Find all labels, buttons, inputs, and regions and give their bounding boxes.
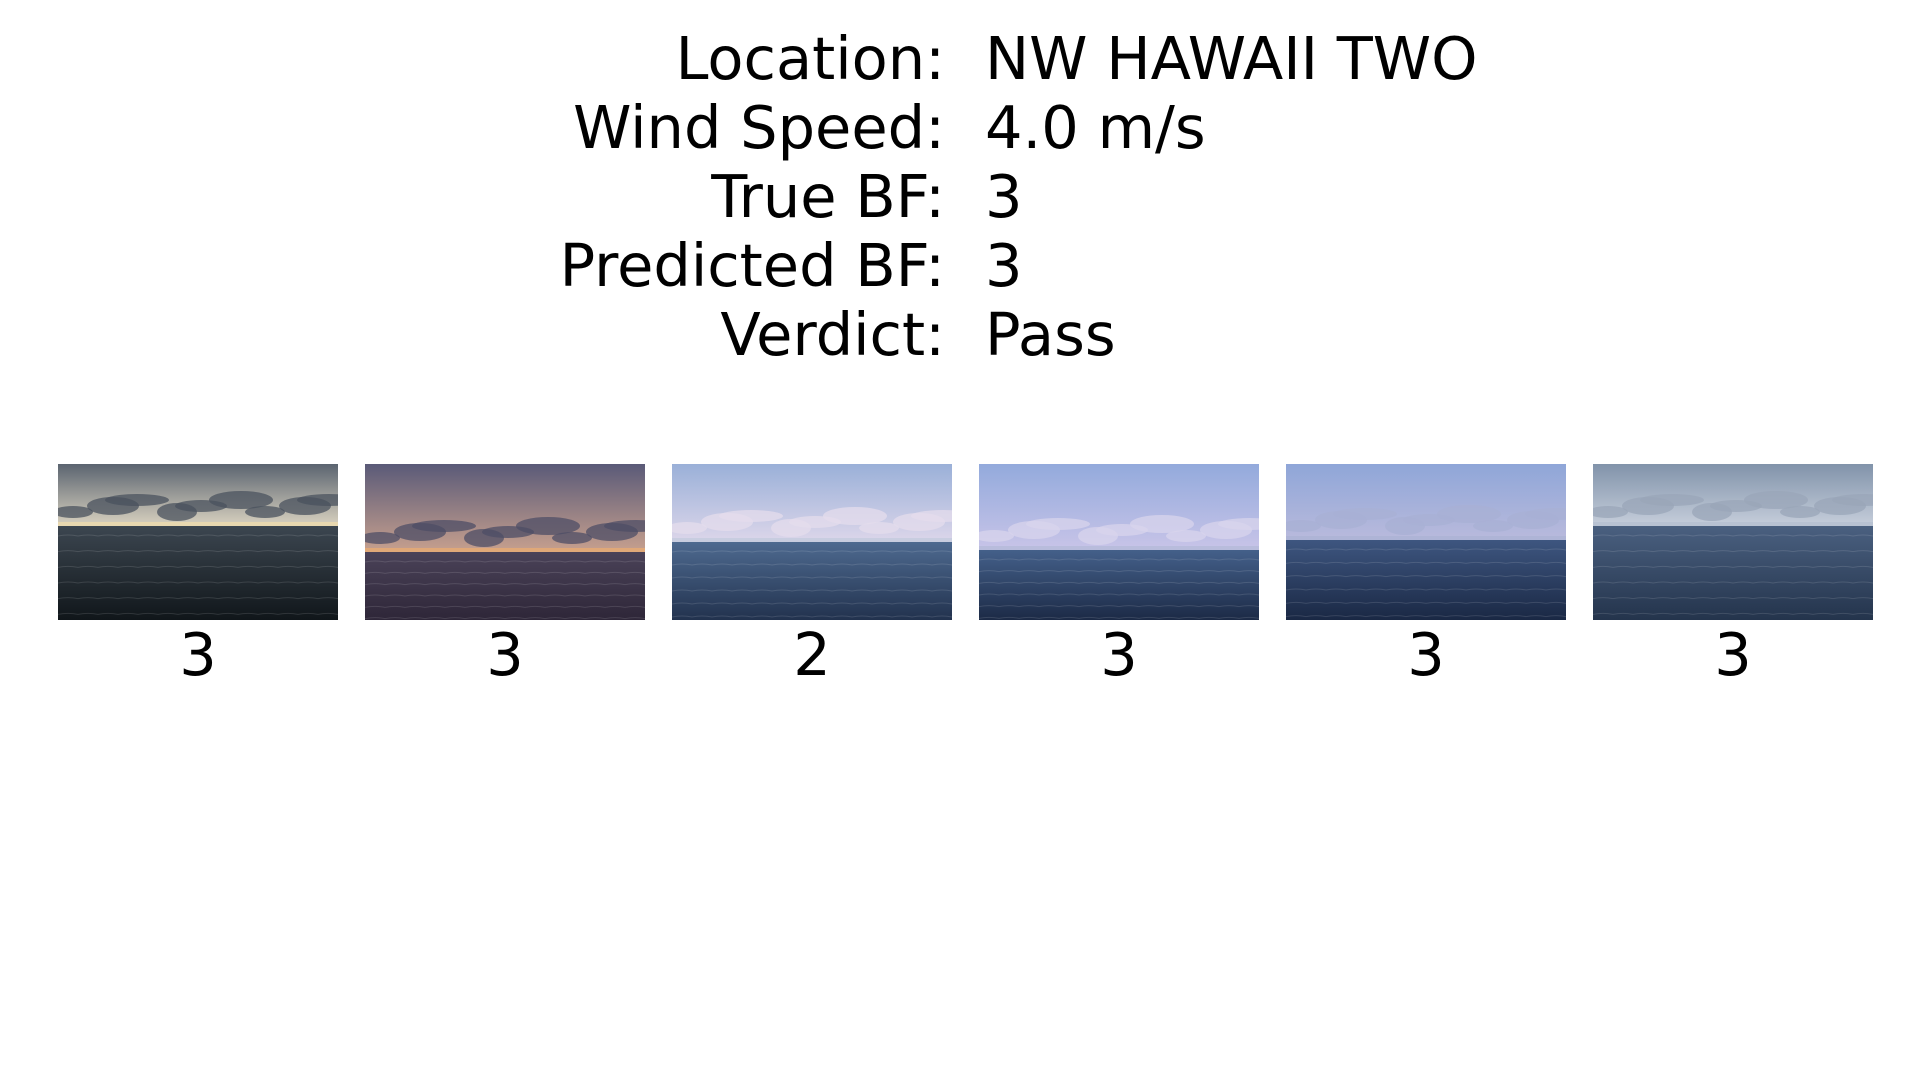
info-table: Location: NW HAWAII TWO Wind Speed: 4.0 …: [0, 24, 1920, 369]
cloud: [859, 522, 899, 534]
thumbnail-1: 3: [58, 464, 338, 688]
verdict-row: Verdict: Pass: [0, 300, 1920, 369]
ocean-photo-4: [979, 464, 1259, 620]
sea: [672, 542, 952, 620]
cloud: [1780, 506, 1820, 518]
cloud: [552, 532, 592, 544]
verdict-label: Verdict:: [720, 300, 945, 369]
thumbnail-3: 2: [672, 464, 952, 688]
thumbnail-label-5: 3: [1286, 622, 1566, 688]
horizon: [1286, 536, 1566, 540]
wind-speed-value: 4.0 m/s: [985, 93, 1206, 162]
ocean-photo-5: [1286, 464, 1566, 620]
sea: [1286, 540, 1566, 620]
horizon: [58, 522, 338, 526]
horizon: [672, 538, 952, 542]
ocean-photo-1: [58, 464, 338, 620]
ocean-photo-3: [672, 464, 952, 620]
sky: [1286, 464, 1566, 540]
thumbnail-4: 3: [979, 464, 1259, 688]
wind-speed-label: Wind Speed:: [573, 93, 945, 162]
cloud: [1026, 518, 1090, 530]
thumbnail-2: 3: [365, 464, 645, 688]
horizon: [979, 546, 1259, 550]
true-bf-label: True BF:: [711, 162, 945, 231]
horizon: [365, 548, 645, 552]
thumbnail-label-2: 3: [365, 622, 645, 688]
ocean-photo-2: [365, 464, 645, 620]
sky: [1593, 464, 1873, 526]
true-bf-value: 3: [985, 162, 1023, 231]
cloud: [1640, 494, 1704, 506]
cloud: [1333, 508, 1397, 520]
ocean-photo-6: [1593, 464, 1873, 620]
predicted-bf-value: 3: [985, 231, 1023, 300]
true-bf-row: True BF: 3: [0, 162, 1920, 231]
cloud: [1473, 520, 1513, 532]
thumbnail-5: 3: [1286, 464, 1566, 688]
horizon: [1593, 522, 1873, 526]
location-value: NW HAWAII TWO: [985, 24, 1478, 93]
sea: [1593, 526, 1873, 620]
thumbnail-label-1: 3: [58, 622, 338, 688]
sky: [58, 464, 338, 526]
cloud: [245, 506, 285, 518]
location-row: Location: NW HAWAII TWO: [0, 24, 1920, 93]
location-label: Location:: [676, 24, 945, 93]
thumbnail-label-6: 3: [1593, 622, 1873, 688]
cloud: [1166, 530, 1206, 542]
predicted-bf-row: Predicted BF: 3: [0, 231, 1920, 300]
thumbnail-label-4: 3: [979, 622, 1259, 688]
cloud: [105, 494, 169, 506]
cloud: [412, 520, 476, 532]
thumbnail-6: 3: [1593, 464, 1873, 688]
verdict-value: Pass: [985, 300, 1116, 369]
sea: [58, 526, 338, 620]
predicted-bf-label: Predicted BF:: [560, 231, 945, 300]
wind-speed-row: Wind Speed: 4.0 m/s: [0, 93, 1920, 162]
thumbnail-label-3: 2: [672, 622, 952, 688]
cloud: [719, 510, 783, 522]
thumbnail-strip: 3 3 2 3 3 3: [0, 464, 1920, 694]
